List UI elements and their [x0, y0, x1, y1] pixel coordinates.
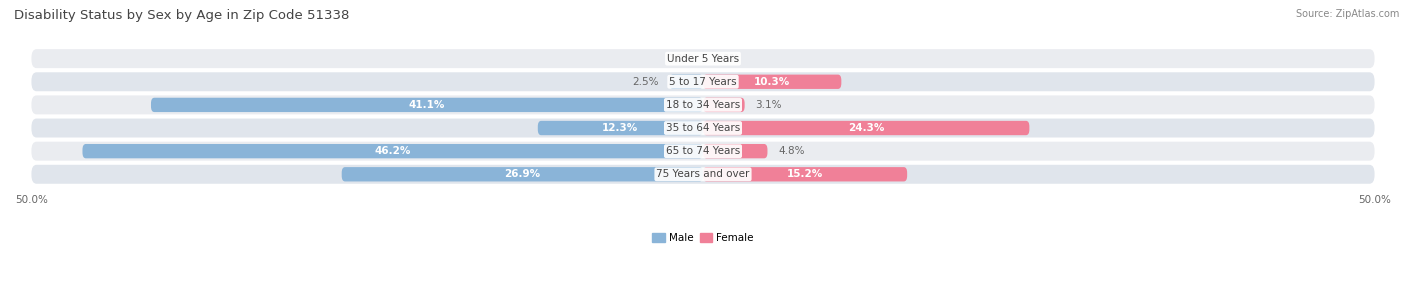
- Text: 0.0%: 0.0%: [666, 54, 692, 64]
- Text: 26.9%: 26.9%: [505, 169, 540, 179]
- Legend: Male, Female: Male, Female: [648, 229, 758, 247]
- Text: 0.0%: 0.0%: [714, 54, 740, 64]
- FancyBboxPatch shape: [83, 144, 703, 158]
- Text: 10.3%: 10.3%: [754, 77, 790, 87]
- FancyBboxPatch shape: [703, 144, 768, 158]
- Text: Under 5 Years: Under 5 Years: [666, 54, 740, 64]
- Text: 35 to 64 Years: 35 to 64 Years: [666, 123, 740, 133]
- Text: 4.8%: 4.8%: [778, 146, 804, 156]
- FancyBboxPatch shape: [703, 98, 745, 112]
- Text: Disability Status by Sex by Age in Zip Code 51338: Disability Status by Sex by Age in Zip C…: [14, 9, 350, 22]
- FancyBboxPatch shape: [703, 167, 907, 181]
- FancyBboxPatch shape: [150, 98, 703, 112]
- Text: 5 to 17 Years: 5 to 17 Years: [669, 77, 737, 87]
- FancyBboxPatch shape: [538, 121, 703, 135]
- Text: 12.3%: 12.3%: [602, 123, 638, 133]
- Text: 65 to 74 Years: 65 to 74 Years: [666, 146, 740, 156]
- FancyBboxPatch shape: [31, 165, 1375, 184]
- Text: 75 Years and over: 75 Years and over: [657, 169, 749, 179]
- Text: 15.2%: 15.2%: [787, 169, 823, 179]
- FancyBboxPatch shape: [669, 75, 703, 89]
- Text: 18 to 34 Years: 18 to 34 Years: [666, 100, 740, 110]
- Text: 24.3%: 24.3%: [848, 123, 884, 133]
- FancyBboxPatch shape: [31, 49, 1375, 68]
- FancyBboxPatch shape: [703, 121, 1029, 135]
- FancyBboxPatch shape: [31, 95, 1375, 114]
- Text: 41.1%: 41.1%: [409, 100, 446, 110]
- FancyBboxPatch shape: [31, 119, 1375, 138]
- FancyBboxPatch shape: [31, 142, 1375, 161]
- Text: Source: ZipAtlas.com: Source: ZipAtlas.com: [1295, 9, 1399, 19]
- Text: 3.1%: 3.1%: [755, 100, 782, 110]
- Text: 46.2%: 46.2%: [374, 146, 411, 156]
- FancyBboxPatch shape: [703, 75, 841, 89]
- FancyBboxPatch shape: [31, 72, 1375, 91]
- FancyBboxPatch shape: [342, 167, 703, 181]
- Text: 2.5%: 2.5%: [633, 77, 658, 87]
